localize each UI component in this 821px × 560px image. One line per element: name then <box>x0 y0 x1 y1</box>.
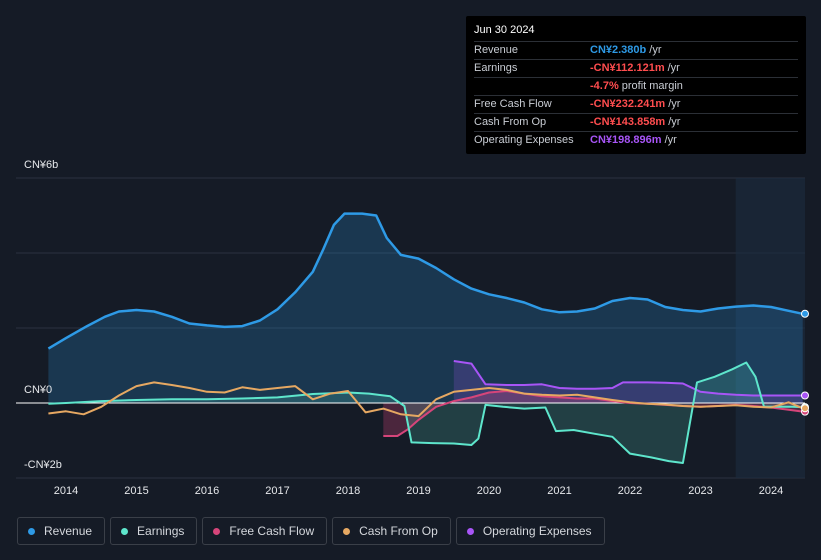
series-lines <box>47 212 804 464</box>
tooltip-row-label: Cash From Op <box>474 116 547 128</box>
tooltip-row-value: CN¥198.896m <box>590 134 662 146</box>
tooltip-rows: Revenue CN¥2.380b/yr Earnings -CN¥112.121m /… <box>474 41 798 149</box>
tooltip-row-label: Revenue <box>474 44 519 56</box>
x-tick-label: 2024 <box>758 485 784 497</box>
operating-expenses-line <box>453 360 803 397</box>
x-tick-label: 2022 <box>617 485 643 497</box>
tooltip-row: -4.7% profit margin <box>474 77 798 95</box>
tooltip-row: Cash From Op -CN¥143.858m/yr <box>474 113 798 131</box>
legend-dot-icon <box>343 527 351 535</box>
free-cash-flow-area <box>383 391 803 436</box>
legend-label: Revenue <box>44 524 93 538</box>
x-tick-label: 2014 <box>53 485 79 497</box>
x-tick-label: 2017 <box>265 485 290 497</box>
x-tick-label: 2023 <box>688 485 713 497</box>
chart-gridlines <box>16 177 805 479</box>
tooltip-date: Jun 30 2024 <box>474 24 535 36</box>
tooltip-row-label <box>474 78 590 95</box>
legend-dot-icon <box>466 527 474 535</box>
earnings-line <box>48 361 803 464</box>
x-tick-label: 2018 <box>335 485 361 497</box>
tooltip-row-value: -CN¥143.858m <box>590 116 666 128</box>
series-end-markers <box>801 309 809 416</box>
legend-label: Free Cash Flow <box>229 524 315 538</box>
y-axis-label-zero: CN¥0 <box>24 384 53 396</box>
tooltip-row-unit: profit margin <box>621 80 683 92</box>
cash-from-op-line <box>48 381 804 418</box>
cash-from-op-end-marker <box>801 404 809 413</box>
x-tick-label: 2015 <box>124 485 149 497</box>
tooltip-row-unit: /yr <box>664 134 677 146</box>
operating-expenses-area <box>453 361 803 403</box>
revenue-line <box>47 212 803 350</box>
chart-legend: Revenue Earnings Free Cash Flow Cash From O… <box>17 517 605 545</box>
legend-item-cash-from-op[interactable]: Cash From Op <box>332 517 451 545</box>
legend-dot-icon <box>28 527 35 535</box>
tooltip-row-label: Free Cash Flow <box>474 98 552 110</box>
revenue-end-marker <box>801 309 809 318</box>
tooltip-row-unit: /yr <box>667 62 680 74</box>
tooltip-row: Operating Expenses CN¥198.896m/yr <box>474 131 798 149</box>
legend-dot-icon <box>121 527 129 535</box>
y-axis-label-top: CN¥6b <box>24 159 59 171</box>
x-tick-label: 2020 <box>476 485 502 497</box>
tooltip-row-unit: /yr <box>668 116 681 128</box>
tooltip-row: Earnings -CN¥112.121m/yr <box>474 59 798 77</box>
legend-item-operating-expenses[interactable]: Operating Expenses <box>455 517 605 545</box>
y-axis-label-bottom: -CN¥2b <box>24 459 62 471</box>
recent-period-highlight <box>735 178 805 478</box>
tooltip-row-value: -CN¥232.241m <box>590 98 666 110</box>
legend-label: Cash From Op <box>359 524 438 538</box>
legend-label: Operating Expenses <box>482 524 592 538</box>
data-tooltip: Jun 30 2024 Revenue CN¥2.380b/yr Earnings -… <box>466 16 806 154</box>
x-tick-label: 2016 <box>194 485 220 497</box>
legend-label: Earnings <box>137 524 185 538</box>
tooltip-row: Revenue CN¥2.380b/yr <box>474 41 798 59</box>
legend-item-revenue[interactable]: Revenue <box>17 517 106 545</box>
tooltip-row-unit: /yr <box>649 44 662 56</box>
tooltip-row-label: Earnings <box>474 62 518 74</box>
legend-dot-icon <box>213 527 221 535</box>
x-tick-label: 2021 <box>547 485 572 497</box>
tooltip-row: Free Cash Flow -CN¥232.241m/yr <box>474 95 798 113</box>
legend-item-earnings[interactable]: Earnings <box>110 517 198 545</box>
revenue-area <box>48 213 803 403</box>
tooltip-row-value: -CN¥112.121m <box>590 62 665 74</box>
x-tick-label: 2019 <box>406 485 431 497</box>
tooltip-row-value: CN¥2.380b <box>590 44 647 56</box>
tooltip-row-value: -4.7% <box>590 80 619 92</box>
operating-expenses-end-marker <box>801 391 809 400</box>
legend-item-free-cash-flow[interactable]: Free Cash Flow <box>202 517 328 545</box>
tooltip-row-label: Operating Expenses <box>474 134 574 146</box>
tooltip-row-unit: /yr <box>668 98 681 110</box>
